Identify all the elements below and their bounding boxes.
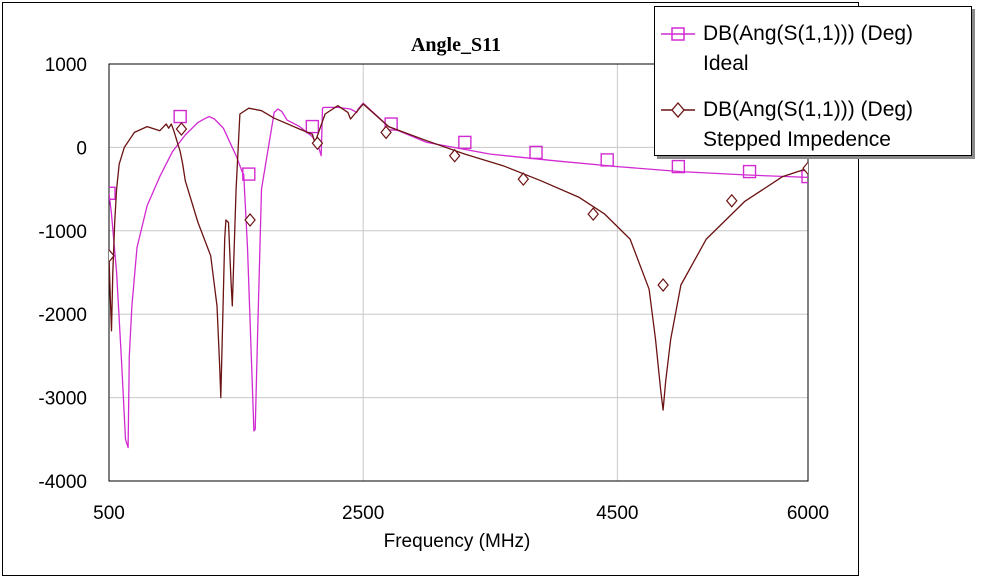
legend-line2-stepped: Stepped Impedence xyxy=(703,128,891,151)
data-point-stepped-impedence[interactable] xyxy=(244,213,256,227)
x-tick-label: 500 xyxy=(93,503,125,524)
y-tick-label: -1000 xyxy=(38,222,87,243)
data-point-stepped-impedence[interactable] xyxy=(657,278,669,292)
legend-swatch-ideal xyxy=(661,27,695,41)
series-line-ideal[interactable] xyxy=(109,102,808,449)
y-tick-label: -2000 xyxy=(38,305,87,326)
legend-swatch-stepped xyxy=(661,102,695,118)
data-point-ideal[interactable] xyxy=(103,186,116,200)
x-tick-label: 2500 xyxy=(342,503,384,524)
data-point-stepped-impedence[interactable] xyxy=(517,172,530,187)
series-layer xyxy=(103,102,814,449)
data-point-ideal[interactable] xyxy=(242,167,256,181)
x-tick-label: 4500 xyxy=(596,503,638,524)
y-tick-label: -3000 xyxy=(38,389,87,410)
data-point-ideal[interactable] xyxy=(529,145,543,160)
data-point-stepped-impedence[interactable] xyxy=(448,148,461,163)
legend-line1-ideal: DB(Ang(S(1,1))) (Deg) xyxy=(703,22,914,45)
series-line-stepped-impedence[interactable] xyxy=(109,103,808,411)
y-tick-label: 0 xyxy=(76,138,87,159)
legend[interactable]: DB(Ang(S(1,1))) (Deg) Ideal DB(Ang(S(1,1… xyxy=(654,6,972,156)
x-axis-label: Frequency (MHz) xyxy=(384,531,531,552)
y-tick-label: 1000 xyxy=(45,55,87,76)
data-point-ideal[interactable] xyxy=(458,135,472,150)
legend-line2-ideal: Ideal xyxy=(703,52,749,75)
data-point-ideal[interactable] xyxy=(600,153,614,167)
tick-labels: 1000 0 -1000 -2000 -3000 -4000 500 2500 4500 6000 xyxy=(38,55,829,524)
data-point-stepped-impedence[interactable] xyxy=(587,207,599,222)
y-tick-label: -4000 xyxy=(38,472,87,493)
data-point-stepped-impedence[interactable] xyxy=(802,161,813,176)
data-point-stepped-impedence[interactable] xyxy=(311,136,324,151)
data-point-stepped-impedence[interactable] xyxy=(104,248,115,263)
legend-line1-stepped: DB(Ang(S(1,1))) (Deg) xyxy=(703,98,914,121)
x-tick-label: 6000 xyxy=(787,503,829,524)
data-point-ideal[interactable] xyxy=(742,164,757,179)
data-point-stepped-impedence[interactable] xyxy=(175,122,188,136)
data-point-ideal[interactable] xyxy=(305,119,320,134)
data-point-ideal[interactable] xyxy=(801,169,814,184)
series-ideal xyxy=(103,102,814,449)
chart-title: Angle_S11 xyxy=(411,34,501,56)
series-stepped-impedence xyxy=(104,103,813,411)
data-point-ideal[interactable] xyxy=(173,109,187,124)
data-point-stepped-impedence[interactable] xyxy=(725,193,738,208)
data-point-stepped-impedence[interactable] xyxy=(380,125,392,140)
data-point-ideal[interactable] xyxy=(671,159,686,174)
